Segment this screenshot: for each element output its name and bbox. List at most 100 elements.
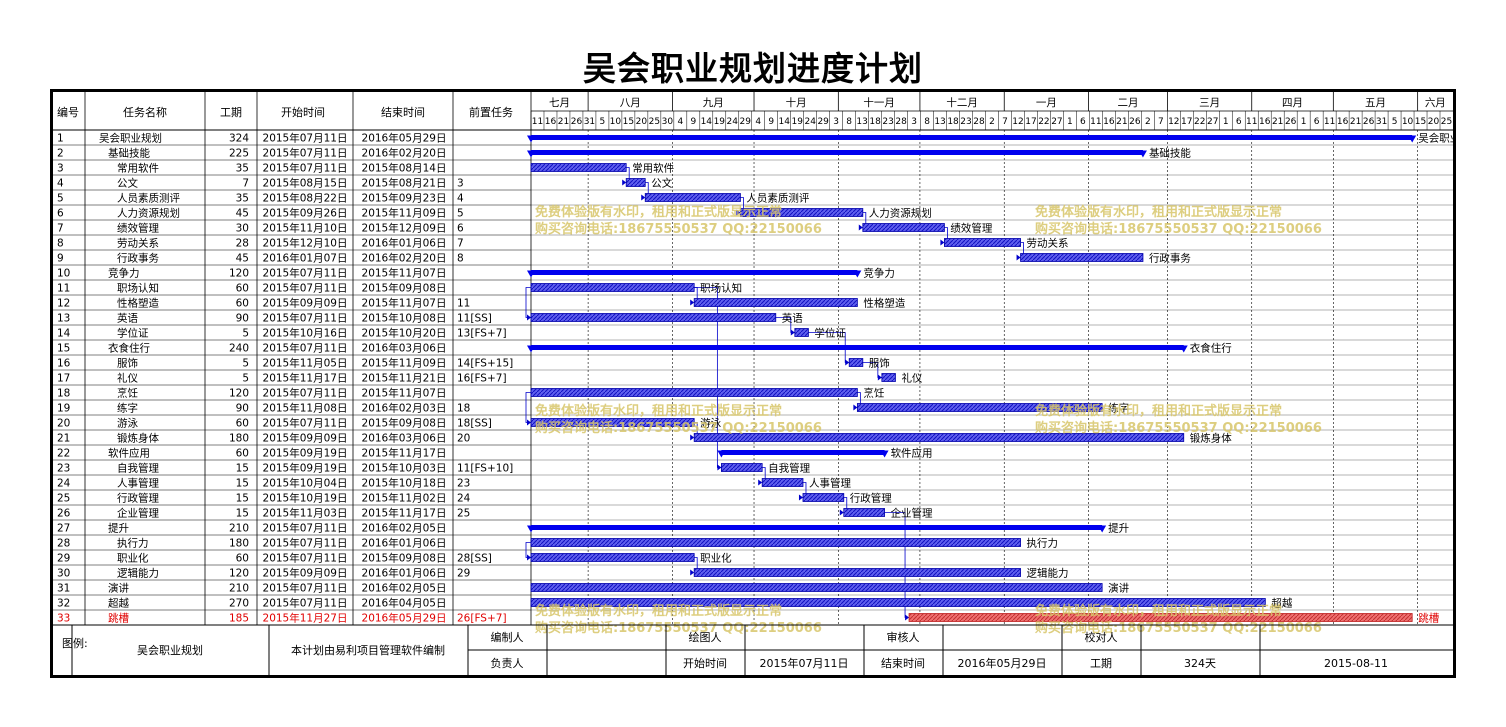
task-bar xyxy=(944,238,1021,247)
bar-label: 衣食住行 xyxy=(1190,342,1232,355)
row-start: 2015年07月11日 xyxy=(263,582,348,595)
row-id: 29 xyxy=(57,553,70,565)
day-label: 14 xyxy=(778,117,790,127)
row-duration: 90 xyxy=(236,313,249,325)
row-end: 2015年11月09日 xyxy=(362,357,447,370)
row-id: 27 xyxy=(57,523,70,535)
row-id: 33 xyxy=(57,613,70,625)
row-id: 22 xyxy=(57,448,70,460)
watermark-line2-a: 购买咨询电话:18675550537 QQ:22150066 xyxy=(535,221,822,237)
row-start: 2015年07月11日 xyxy=(263,312,348,325)
day-label: 25 xyxy=(649,117,660,127)
row-pred: 20 xyxy=(457,433,470,445)
row-pred: 14[FS+15] xyxy=(457,358,513,370)
row-duration: 120 xyxy=(229,388,249,400)
day-label: 12 xyxy=(1168,117,1179,127)
row-duration: 5 xyxy=(242,358,249,370)
bar-label: 演讲 xyxy=(1108,582,1130,595)
row-start: 2015年07月11日 xyxy=(263,132,348,145)
month-label: 五月 xyxy=(1365,97,1386,109)
bar-label: 礼仪 xyxy=(901,372,922,385)
row-start: 2015年09月26日 xyxy=(263,207,348,220)
watermark-line1-e: 免费体验版有水印，租用和正式版显示正常 xyxy=(535,603,782,619)
day-label: 7 xyxy=(1158,117,1164,127)
row-duration: 270 xyxy=(229,598,249,610)
row-id: 7 xyxy=(57,223,64,235)
duration-label: 工期 xyxy=(1090,657,1112,670)
month-label: 四月 xyxy=(1282,97,1303,109)
row-pred: 11[FS+10] xyxy=(457,463,513,475)
row-task-name: 劳动关系 xyxy=(117,237,159,250)
watermark-line1-f: 免费体验版有水印，租用和正式版显示正常 xyxy=(1035,603,1282,619)
day-label: 25 xyxy=(1441,117,1452,127)
row-end: 2016年05月29日 xyxy=(362,132,447,145)
row-end: 2015年09月23日 xyxy=(362,192,447,205)
bar-label: 职业化 xyxy=(700,552,732,565)
day-label: 26 xyxy=(1363,117,1375,127)
row-task-name: 行政管理 xyxy=(117,492,159,505)
task-bar xyxy=(720,463,763,472)
summary-end-marker xyxy=(880,450,889,458)
row-pred: 11[SS] xyxy=(457,313,492,325)
link-arrow xyxy=(790,329,795,336)
row-end: 2015年10月18日 xyxy=(362,477,447,490)
day-label: 21 xyxy=(1116,117,1127,127)
row-task-name: 游泳 xyxy=(117,417,138,430)
checker-label: 校对人 xyxy=(1085,630,1118,644)
row-end: 2015年11月21日 xyxy=(362,372,447,385)
day-label: 1 xyxy=(1067,117,1073,127)
start-label: 开始时间 xyxy=(683,656,727,670)
row-pred: 8 xyxy=(457,253,464,265)
row-start: 2015年09月19日 xyxy=(263,462,348,475)
row-task-name: 人员素质测评 xyxy=(117,192,180,205)
row-pred: 23 xyxy=(457,478,470,490)
row-task-name: 企业管理 xyxy=(117,507,159,520)
link-arrow xyxy=(905,614,910,621)
row-pred: 24 xyxy=(457,493,471,505)
duration-value: 324天 xyxy=(1184,657,1216,670)
bar-label: 学位证 xyxy=(814,327,846,340)
row-id: 2 xyxy=(57,148,64,160)
month-label: 十月 xyxy=(786,96,807,109)
bar-label: 提升 xyxy=(1108,523,1129,535)
task-bar xyxy=(530,538,1021,547)
timescale-days: 11 16 21 26 31 5 10 15 20 25 30 4 9 14 19 24 29 4 9 14 19 24 2… xyxy=(530,111,1452,130)
bar-label: 跳槽 xyxy=(1418,612,1440,625)
row-end: 2016年02月05日 xyxy=(362,522,447,535)
row-start: 2015年07月11日 xyxy=(263,552,348,565)
day-label: 18 xyxy=(947,117,959,127)
row-start: 2015年07月11日 xyxy=(263,267,348,280)
month-label: 十二月 xyxy=(946,96,978,109)
chart-title: 吴会职业规划进度计划 xyxy=(583,49,923,88)
summary-bar xyxy=(531,150,1143,155)
bar-label: 游泳 xyxy=(700,417,721,430)
task-bar xyxy=(843,508,885,517)
day-label: 21 xyxy=(1350,117,1361,127)
day-label: 16 xyxy=(1259,117,1271,127)
task-bar xyxy=(848,358,864,367)
row-id: 20 xyxy=(57,418,70,430)
day-label: 2 xyxy=(989,117,995,127)
bar-label: 执行力 xyxy=(1027,537,1059,550)
row-pred: 11 xyxy=(457,298,470,310)
row-end: 2015年11月07日 xyxy=(362,297,447,310)
day-label: 5 xyxy=(1392,117,1398,127)
day-label: 23 xyxy=(960,117,971,127)
col-header-id: 编号 xyxy=(57,105,79,119)
row-end: 2016年02月20日 xyxy=(362,252,447,265)
col-header-start: 开始时间 xyxy=(281,105,325,119)
link-arrow xyxy=(527,314,531,321)
bar-label: 绩效管理 xyxy=(950,222,992,235)
row-end: 2015年08月21日 xyxy=(362,177,447,190)
row-end: 2015年11月17日 xyxy=(362,447,447,460)
row-start: 2015年07月11日 xyxy=(263,537,348,550)
day-label: 28 xyxy=(973,117,985,127)
row-task-name: 跳槽 xyxy=(108,612,129,625)
row-task-name: 人力资源规划 xyxy=(117,207,180,220)
row-id: 24 xyxy=(57,478,71,490)
row-end: 2015年10月03日 xyxy=(362,462,447,475)
bar-label: 自我管理 xyxy=(768,462,810,475)
row-start: 2015年11月05日 xyxy=(263,357,348,370)
row-duration: 180 xyxy=(229,433,249,445)
row-id: 32 xyxy=(57,598,70,610)
